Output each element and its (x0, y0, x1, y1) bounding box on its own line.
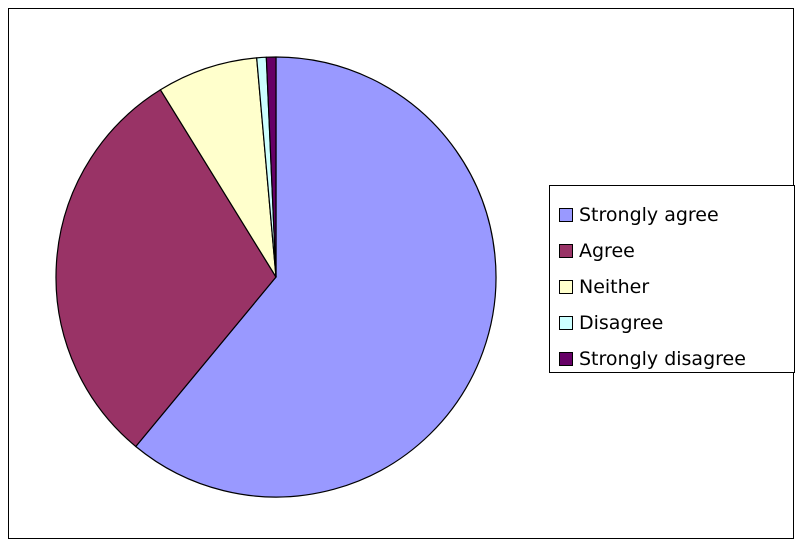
legend-swatch (559, 244, 573, 258)
legend-label: Strongly agree (579, 204, 719, 226)
legend-swatch (559, 352, 573, 366)
pie-slice-agree (55, 89, 277, 448)
legend-swatch (559, 208, 573, 222)
chart-area: Strongly agree Agree Neither Disagree Strong… (8, 8, 795, 539)
legend-label: Strongly disagree (579, 348, 746, 370)
pie-slice-strongly-agree (135, 56, 497, 498)
legend-item-disagree: Disagree (559, 305, 794, 341)
legend-item-strongly-disagree: Strongly disagree (559, 341, 794, 377)
legend-item-strongly-agree: Strongly agree (559, 197, 794, 233)
legend-swatch (559, 316, 573, 330)
pie-slice-strongly-disagree (265, 56, 277, 278)
legend-label: Agree (579, 240, 635, 262)
legend-swatch (559, 280, 573, 294)
pie-chart (55, 56, 497, 498)
legend: Strongly agree Agree Neither Disagree Strong… (549, 185, 795, 373)
legend-item-agree: Agree (559, 233, 794, 269)
legend-label: Neither (579, 276, 650, 298)
legend-label: Disagree (579, 312, 664, 334)
pie-slice-neither (159, 57, 277, 278)
legend-item-neither: Neither (559, 269, 794, 305)
